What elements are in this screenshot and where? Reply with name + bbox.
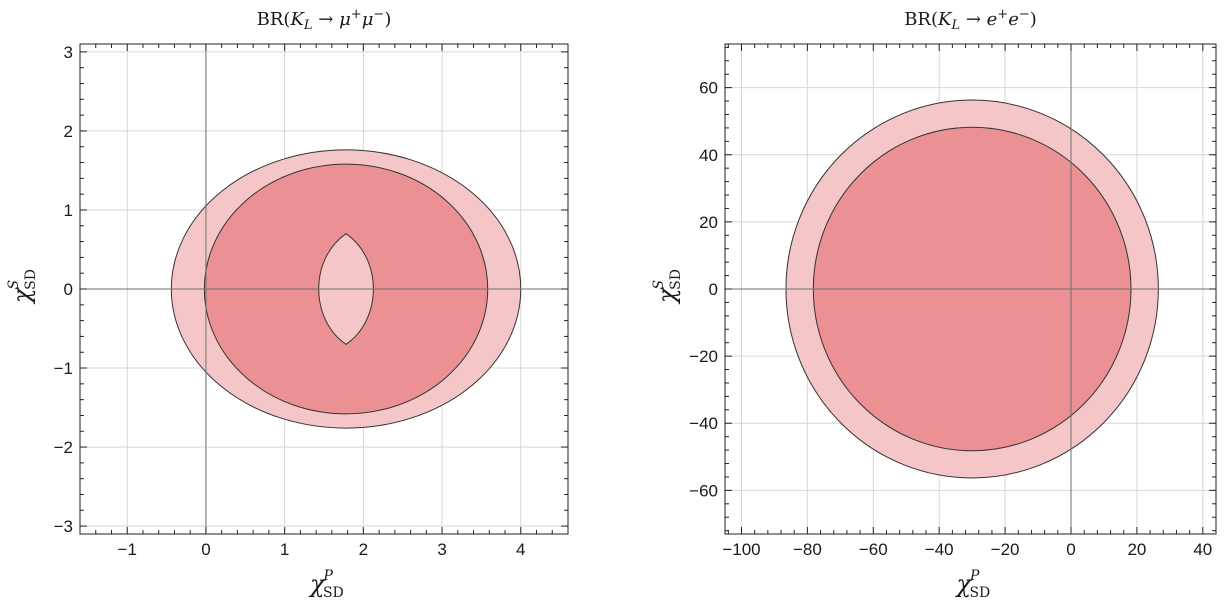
y-tick-label: 3 bbox=[64, 43, 73, 62]
y-tick-label: −20 bbox=[689, 347, 718, 366]
chart-title: BR(KL → e+e−) bbox=[904, 7, 1037, 33]
x-tick-label: −20 bbox=[991, 540, 1020, 559]
y-tick-label: −60 bbox=[689, 481, 718, 500]
x-tick-label: 3 bbox=[437, 540, 446, 559]
x-tick-label: −80 bbox=[793, 540, 822, 559]
x-tick-label: 20 bbox=[1127, 540, 1146, 559]
y-tick-label: 20 bbox=[699, 213, 718, 232]
y-tick-label: −1 bbox=[54, 359, 73, 378]
x-axis-label: χP SD bbox=[955, 568, 991, 601]
x-tick-label: 2 bbox=[359, 540, 368, 559]
x-tick-label: −60 bbox=[859, 540, 888, 559]
y-tick-label: 1 bbox=[64, 201, 73, 220]
y-tick-label: 2 bbox=[64, 122, 73, 141]
y-tick-label: −2 bbox=[54, 438, 73, 457]
y-tick-label: 60 bbox=[699, 79, 718, 98]
x-axis-label: χP SD bbox=[308, 568, 344, 601]
x-tick-label: 0 bbox=[201, 540, 210, 559]
x-tick-label: −1 bbox=[118, 540, 137, 559]
y-tick-label: 0 bbox=[64, 280, 73, 299]
ticks bbox=[725, 44, 1217, 534]
y-axis-label: χSSD bbox=[651, 269, 684, 305]
y-tick-label: −40 bbox=[689, 414, 718, 433]
x-tick-label: −100 bbox=[722, 540, 760, 559]
chart-panel-2: −100 −80 −60 −40 −20 0 20 40 −60 −40 −20 0 20 40 60 BR(… bbox=[651, 7, 1217, 601]
y-axis-label: χSSD bbox=[6, 269, 39, 305]
y-tick-label: 0 bbox=[709, 280, 718, 299]
x-tick-label: 4 bbox=[516, 540, 525, 559]
x-tick-label: 40 bbox=[1193, 540, 1212, 559]
x-tick-label: −40 bbox=[925, 540, 954, 559]
chart-panel-1: −1 0 1 2 3 4 −3 −2 −1 0 1 2 3 BR(KL → μ+μ−) χP SD χSSD bbox=[6, 7, 569, 601]
y-tick-label: 40 bbox=[699, 146, 718, 165]
y-tick-label: −3 bbox=[54, 517, 73, 536]
chart-title: BR(KL → μ+μ−) bbox=[257, 7, 392, 33]
ticks bbox=[79, 44, 569, 534]
x-tick-label: 1 bbox=[280, 540, 289, 559]
x-tick-label: 0 bbox=[1066, 540, 1075, 559]
